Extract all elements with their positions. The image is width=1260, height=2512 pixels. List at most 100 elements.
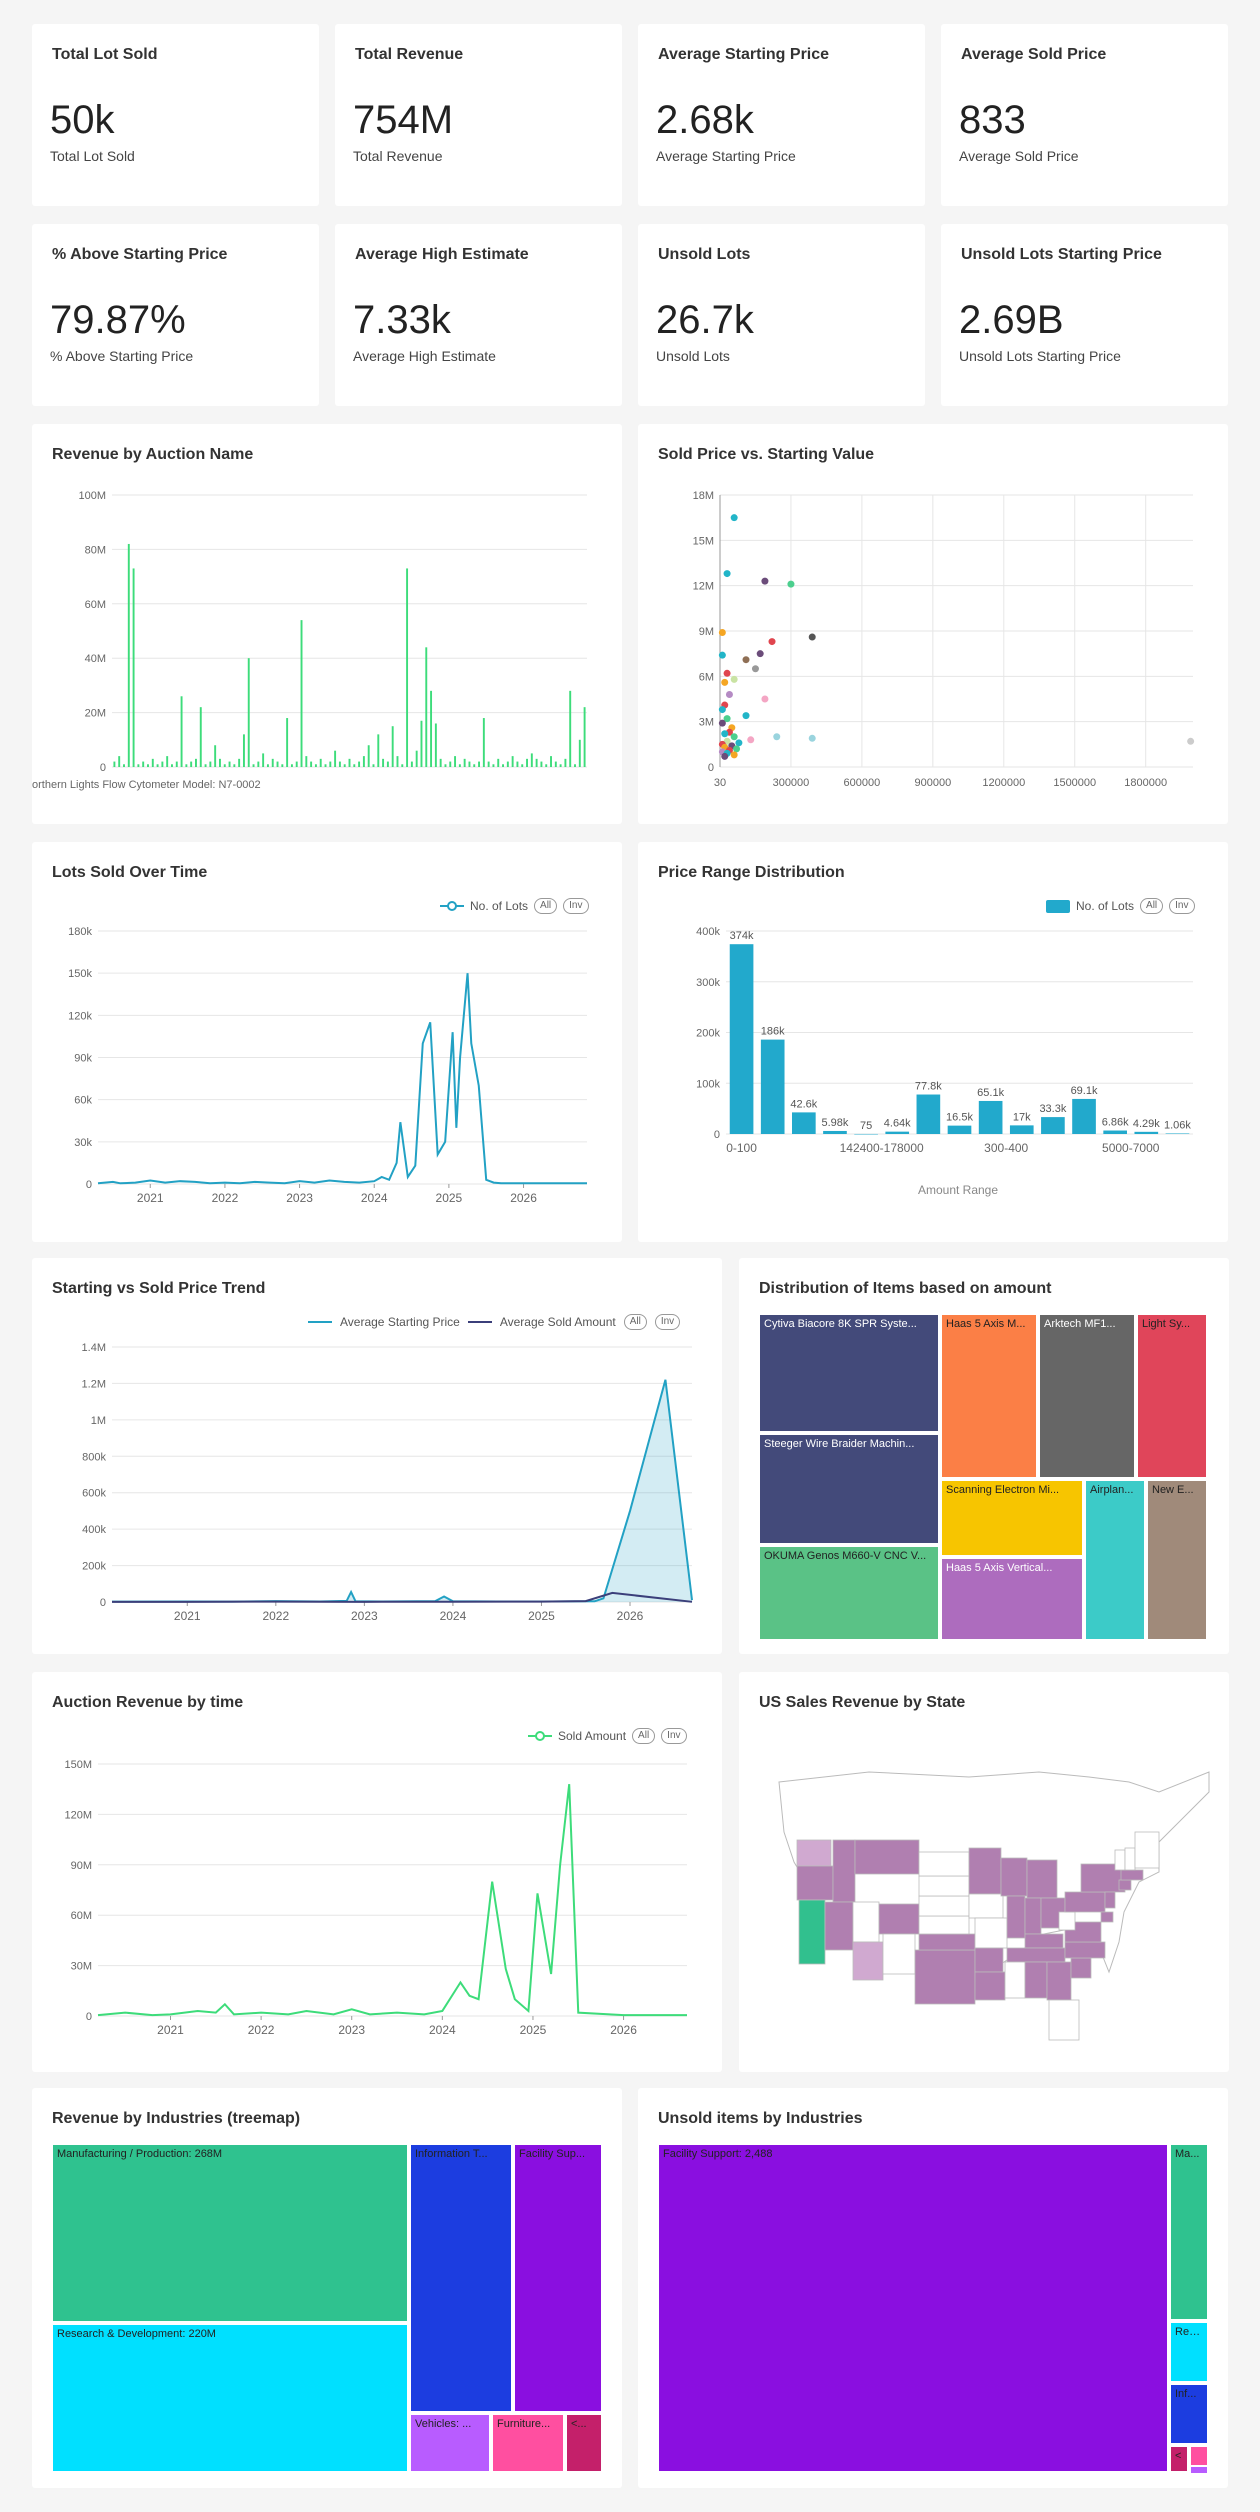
bar bbox=[1009, 1125, 1034, 1134]
bar bbox=[521, 764, 524, 767]
bar bbox=[300, 620, 303, 767]
treemap-cell[interactable]: Furniture... bbox=[492, 2414, 564, 2472]
state-ca bbox=[798, 1899, 826, 1965]
state-nv bbox=[824, 1901, 854, 1951]
treemap-cell[interactable]: Light Sy... bbox=[1137, 1314, 1207, 1478]
x-tick-label: 142400-178000 bbox=[840, 1141, 924, 1155]
series-line bbox=[97, 1784, 687, 2017]
state-sd bbox=[918, 1875, 970, 1897]
data-label: 186k bbox=[761, 1026, 785, 1038]
y-tick-label: 0 bbox=[708, 762, 714, 774]
bar bbox=[214, 745, 217, 767]
chart-legend[interactable]: Average Starting Price Average Sold Amou… bbox=[308, 1314, 681, 1330]
treemap-cell[interactable]: Res... bbox=[1170, 2322, 1208, 2382]
state-az bbox=[852, 1941, 884, 1981]
kpi-value: 2.69B bbox=[959, 298, 1064, 342]
items-distribution-card: Distribution of Items based on amount Cy… bbox=[739, 1258, 1229, 1654]
legend-inv-button[interactable]: Inv bbox=[661, 1728, 687, 1744]
legend-all-button[interactable]: All bbox=[623, 1314, 647, 1330]
bar bbox=[271, 758, 274, 767]
chart-legend[interactable]: No. of Lots All Inv bbox=[1046, 898, 1195, 914]
treemap-cell[interactable]: Steeger Wire Braider Machin... bbox=[759, 1434, 939, 1544]
treemap-cell[interactable] bbox=[1190, 2446, 1208, 2466]
bar bbox=[760, 1039, 785, 1134]
treemap-cell[interactable]: New E... bbox=[1147, 1480, 1207, 1640]
treemap-cell[interactable]: Arktech MF1... bbox=[1039, 1314, 1135, 1478]
treemap-cell[interactable]: <... bbox=[566, 2414, 602, 2472]
state-nj bbox=[1104, 1891, 1116, 1909]
sold-vs-starting-chart: 0 3M 6M 9M 12M 15M 18M 30 300000 600000 900000 1200… bbox=[693, 490, 1195, 789]
state-md bbox=[1100, 1911, 1114, 1923]
scatter-point bbox=[723, 669, 731, 677]
y-tick-label: 9M bbox=[699, 626, 714, 638]
legend-all-button[interactable]: All bbox=[1140, 898, 1164, 914]
bar bbox=[545, 764, 548, 767]
treemap-cell[interactable]: Cytiva Biacore 8K SPR Syste... bbox=[759, 1314, 939, 1432]
treemap-cell[interactable]: Haas 5 Axis Vertical... bbox=[941, 1558, 1083, 1640]
treemap-cell[interactable]: Airplan... bbox=[1085, 1480, 1145, 1640]
bar bbox=[118, 756, 121, 767]
card-title: Auction Revenue by time bbox=[52, 1694, 244, 1711]
treemap-cell[interactable]: Manufacturing / Production: 268M bbox=[52, 2144, 408, 2322]
treemap-cell[interactable]: Vehicles: ... bbox=[410, 2414, 490, 2472]
kpi-title: Average Sold Price bbox=[961, 46, 1107, 63]
treemap-cell[interactable]: OKUMA Genos M660-V CNC V... bbox=[759, 1546, 939, 1640]
kpi-card: Average Sold Price 833 Average Sold Price bbox=[941, 24, 1228, 206]
treemap-cell[interactable]: Haas 5 Axis M... bbox=[941, 1314, 1037, 1478]
x-tick-label: 2022 bbox=[212, 1191, 239, 1205]
state-ar bbox=[974, 1947, 1004, 1973]
bar bbox=[487, 761, 490, 767]
treemap-cell[interactable] bbox=[1190, 2466, 1208, 2474]
legend-inv-button[interactable]: Inv bbox=[654, 1314, 681, 1330]
bar bbox=[425, 647, 428, 767]
state-ms bbox=[1004, 1961, 1026, 1999]
x-tick-label: 300-400 bbox=[984, 1141, 1028, 1155]
chart-legend[interactable]: Sold Amount All Inv bbox=[528, 1728, 687, 1744]
y-tick-label: 90M bbox=[71, 1860, 92, 1872]
treemap-cell[interactable]: Facility Support: 2,488 bbox=[658, 2144, 1168, 2472]
data-label: 374k bbox=[730, 930, 754, 942]
kpi-card: Unsold Lots 26.7k Unsold Lots bbox=[638, 224, 925, 406]
scatter-point bbox=[761, 577, 769, 585]
treemap-cell[interactable]: Facility Sup... bbox=[514, 2144, 602, 2412]
treemap-cell[interactable]: Inf... bbox=[1170, 2384, 1208, 2444]
treemap-cell[interactable]: Research & Development: 220M bbox=[52, 2324, 408, 2472]
legend-inv-button[interactable]: Inv bbox=[1169, 898, 1195, 914]
state-vt bbox=[1114, 1849, 1126, 1871]
bar bbox=[502, 764, 504, 767]
y-tick-label: 120M bbox=[64, 1809, 92, 1821]
x-tick-label: 2023 bbox=[286, 1191, 313, 1205]
bar bbox=[1134, 1131, 1159, 1134]
us-map[interactable] bbox=[739, 1672, 1229, 2072]
bar bbox=[823, 1130, 847, 1134]
bar bbox=[410, 761, 413, 767]
card-title: Unsold items by Industries bbox=[658, 2110, 863, 2127]
bar bbox=[506, 761, 509, 767]
treemap-cell[interactable]: < bbox=[1170, 2446, 1188, 2472]
bar bbox=[218, 758, 221, 767]
state-pa bbox=[1064, 1891, 1106, 1913]
state-me bbox=[1134, 1831, 1160, 1869]
x-tick-label: 2022 bbox=[248, 2023, 275, 2037]
bar bbox=[574, 764, 576, 767]
legend-all-button[interactable]: All bbox=[534, 898, 558, 914]
data-label: 42.6k bbox=[790, 1098, 817, 1110]
scatter-point bbox=[721, 752, 729, 760]
state-mi bbox=[1026, 1859, 1058, 1899]
kpi-subtitle: Average High Estimate bbox=[353, 348, 496, 364]
y-tick-label: 400k bbox=[696, 926, 720, 938]
scatter-point bbox=[730, 675, 738, 683]
chart-legend[interactable]: No. of Lots All Inv bbox=[440, 898, 589, 914]
kpi-value: 754M bbox=[353, 98, 454, 142]
legend-inv-button[interactable]: Inv bbox=[563, 898, 589, 914]
kpi-value: 7.33k bbox=[353, 298, 451, 342]
y-tick-label: 0 bbox=[714, 1129, 720, 1141]
kpi-subtitle: Unsold Lots bbox=[656, 348, 730, 364]
x-tick-label: 900000 bbox=[914, 777, 951, 789]
data-label: 4.64k bbox=[884, 1118, 911, 1130]
y-tick-label: 20M bbox=[85, 708, 106, 720]
treemap-cell[interactable]: Information T... bbox=[410, 2144, 512, 2412]
treemap-cell[interactable]: Scanning Electron Mi... bbox=[941, 1480, 1083, 1556]
treemap-cell[interactable]: Ma... bbox=[1170, 2144, 1208, 2320]
legend-all-button[interactable]: All bbox=[632, 1728, 656, 1744]
